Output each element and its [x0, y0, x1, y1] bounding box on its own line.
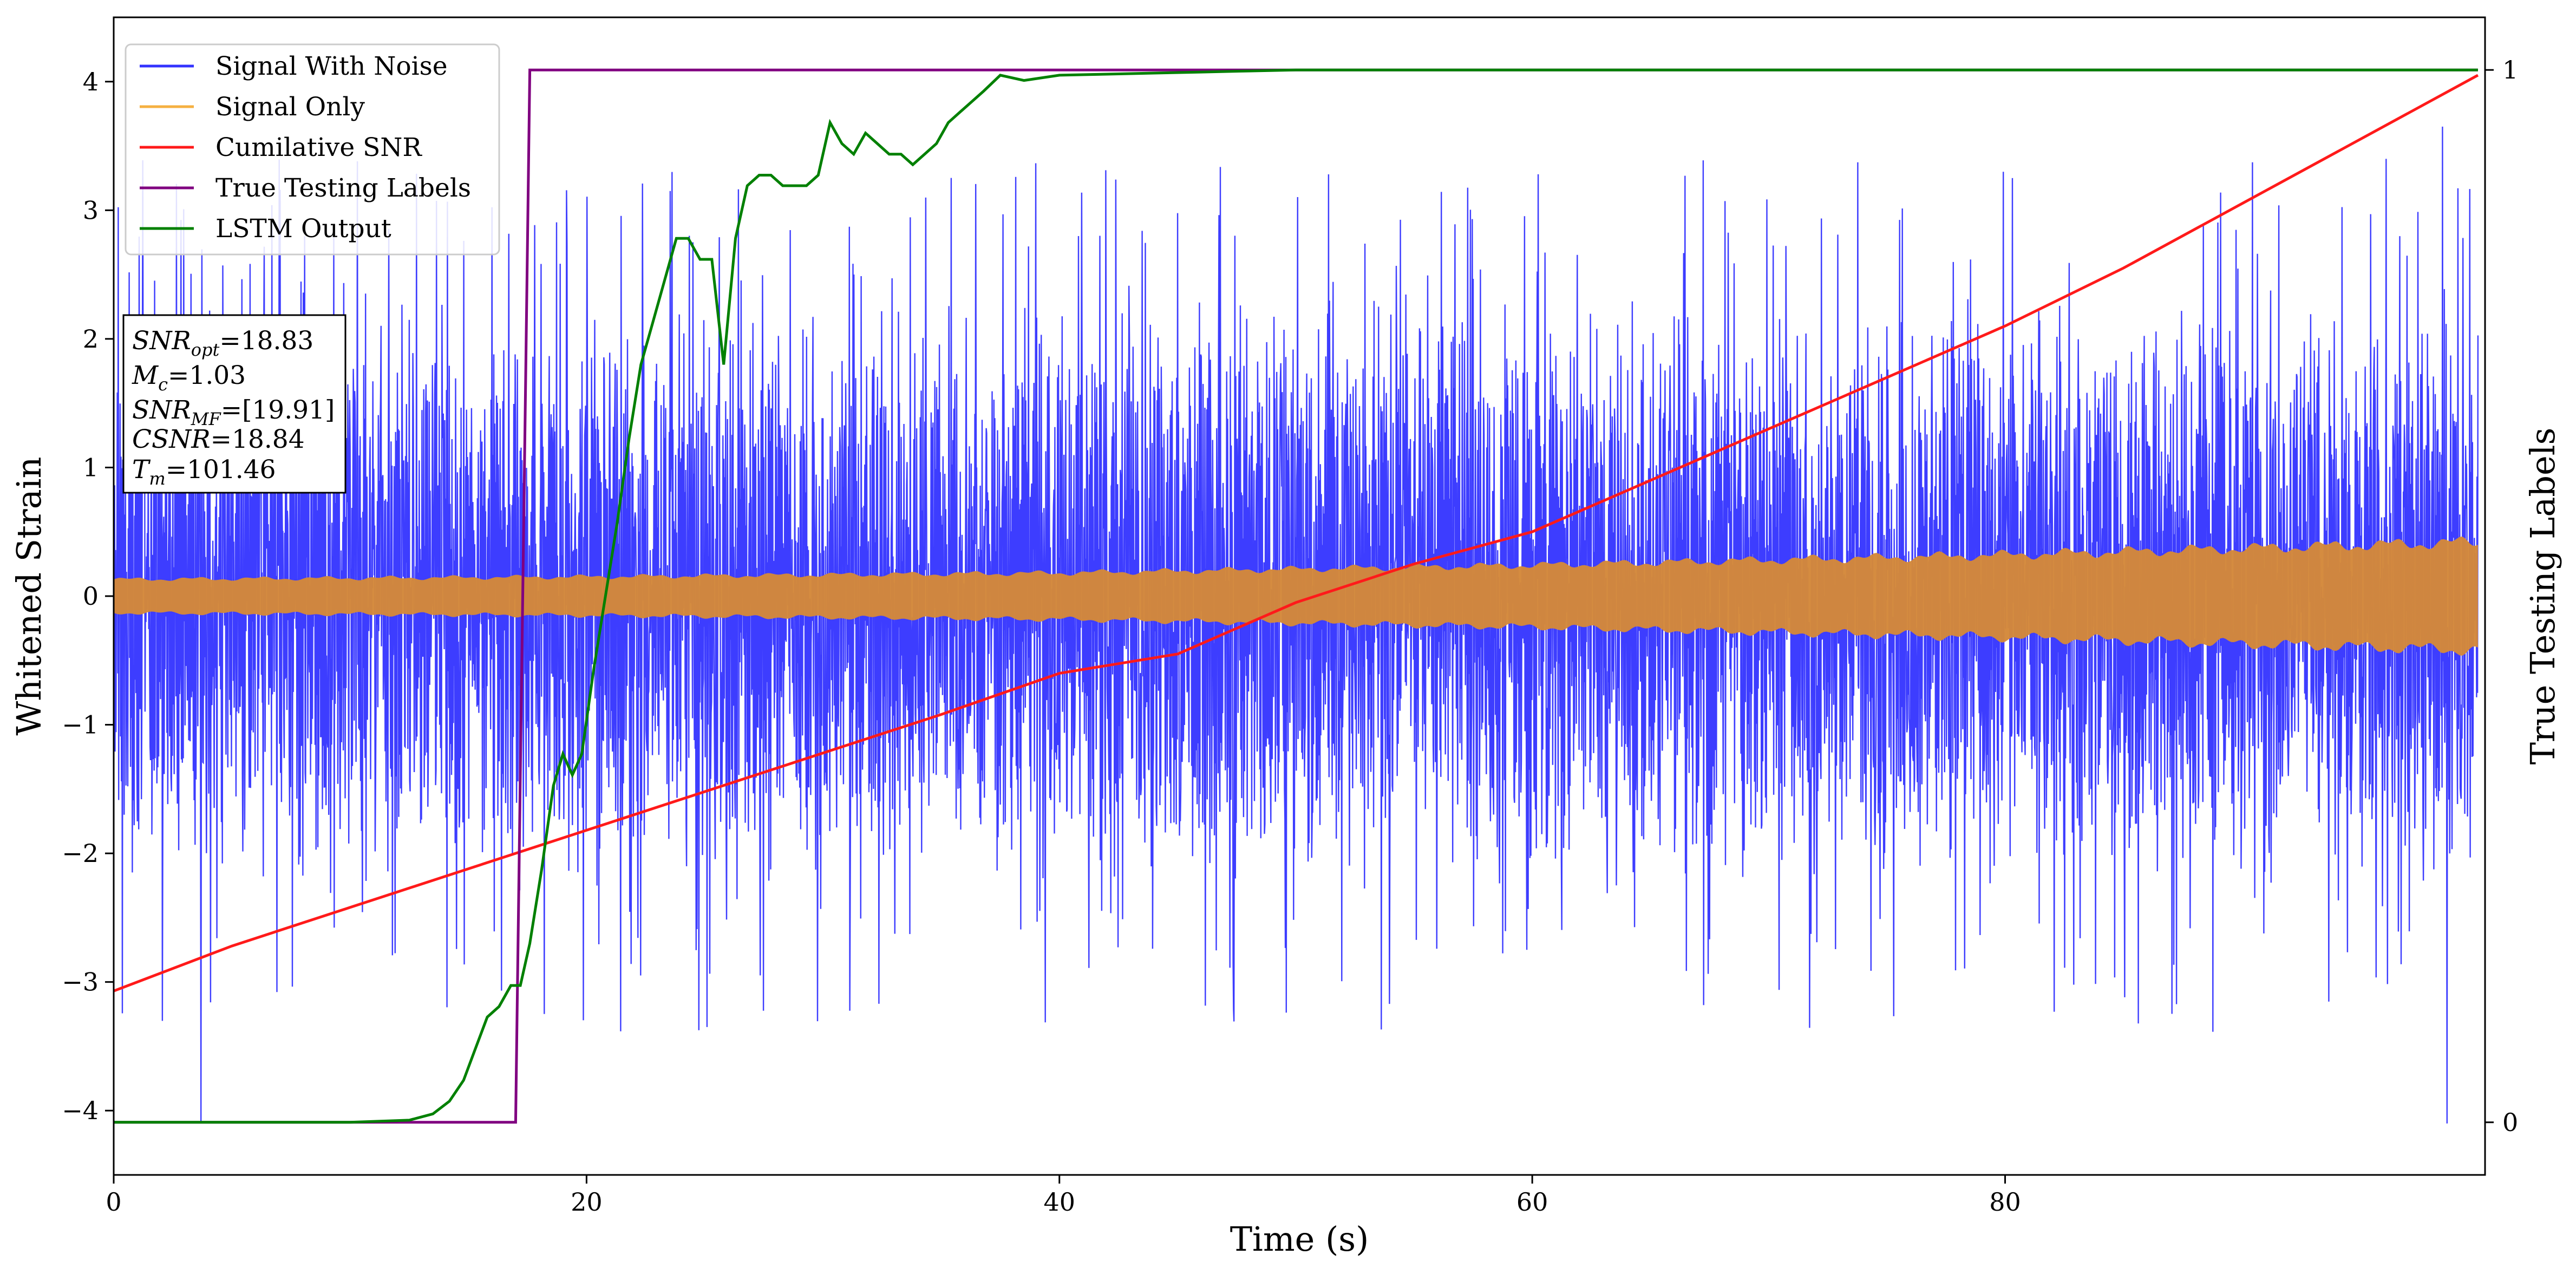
- legend-label-noise: Signal With Noise: [215, 51, 448, 81]
- y2-axis-label: True Testing Labels: [2523, 428, 2562, 765]
- y-tick-label: 2: [83, 324, 99, 354]
- annotation-mc: Mc=1.03: [132, 361, 246, 395]
- x-axis-label: Time (s): [1230, 1219, 1369, 1259]
- annotation-box: SNRopt=18.83 Mc=1.03 SNRMF=[19.91] CSNR=…: [122, 314, 346, 494]
- annotation-csnr: CSNR=18.84: [132, 424, 305, 454]
- x-tick-label: 80: [1989, 1187, 2021, 1217]
- legend-label-lstm: LSTM Output: [215, 214, 391, 244]
- series-signal-with-noise: [114, 126, 2479, 1124]
- legend-label-csnr: Cumilative SNR: [215, 133, 422, 162]
- legend: Signal With Noise Signal Only Cumilative…: [125, 43, 500, 256]
- legend-label-labels: True Testing Labels: [215, 173, 471, 203]
- y2-tick-label: 1: [2502, 55, 2518, 84]
- y-tick-label: 4: [83, 67, 99, 96]
- y-tick-label: −3: [62, 968, 99, 997]
- series-lstm-output: [114, 68, 2478, 1124]
- annotation-snr-mf: SNRMF=[19.91]: [132, 395, 335, 429]
- legend-box: [125, 43, 500, 256]
- y2-tick-label: 0: [2502, 1108, 2518, 1137]
- y-tick-label: 0: [83, 582, 99, 611]
- series-layer: [114, 68, 2479, 1124]
- annotation-frame: [122, 314, 346, 494]
- x-tick-label: 60: [1516, 1187, 1548, 1217]
- series-signal-only: [114, 537, 2478, 656]
- x-tick-label: 20: [571, 1187, 603, 1217]
- y-tick-label: −4: [62, 1096, 99, 1125]
- annotation-tm: Tm=101.46: [132, 455, 276, 489]
- y-tick-label: −2: [62, 839, 99, 868]
- y-tick-label: 1: [83, 453, 99, 482]
- annotation-snr-opt: SNRopt=18.83: [132, 326, 313, 360]
- y-axis-label: Whitened Strain: [9, 457, 49, 736]
- y-tick-label: −1: [62, 710, 99, 740]
- y-tick-label: 3: [83, 195, 99, 225]
- legend-label-signal: Signal Only: [215, 92, 365, 122]
- series-cumilative-snr: [114, 74, 2479, 992]
- x-tick-label: 0: [106, 1187, 121, 1217]
- x-tick-label: 40: [1043, 1187, 1075, 1217]
